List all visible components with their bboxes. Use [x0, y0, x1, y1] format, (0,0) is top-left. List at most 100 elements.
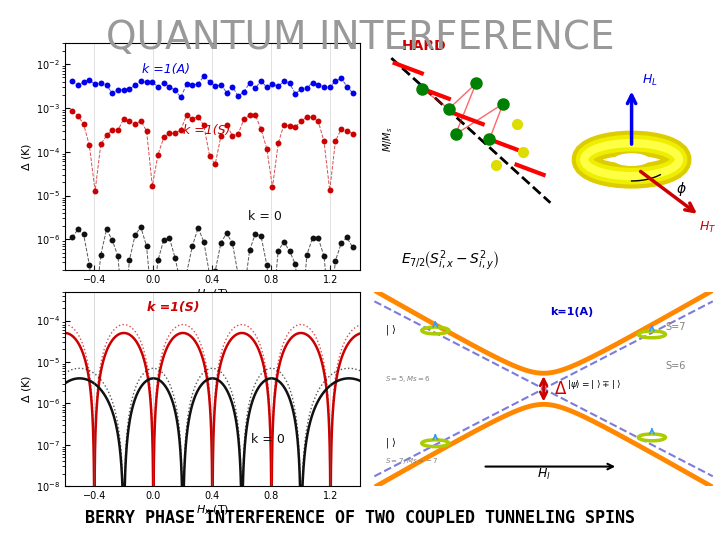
Point: [215, 131, 227, 140]
Text: $|\ \rangle$: $|\ \rangle$: [384, 436, 396, 450]
Point: [135, 77, 147, 85]
Point: [158, 78, 169, 87]
Point: [336, 125, 347, 133]
Point: [295, 117, 307, 126]
Point: [307, 113, 318, 122]
Point: [278, 238, 289, 246]
Point: [244, 79, 256, 87]
Point: [233, 130, 244, 138]
Point: [147, 78, 158, 86]
Point: [324, 83, 336, 91]
Point: [312, 234, 324, 242]
Point: [238, 289, 250, 298]
Text: k =1(S): k =1(S): [183, 124, 230, 137]
Point: [130, 120, 141, 129]
Point: [107, 125, 118, 134]
Text: QUANTUM INTERFERENCE: QUANTUM INTERFERENCE: [106, 19, 614, 57]
Y-axis label: $\Delta$ (K): $\Delta$ (K): [20, 375, 33, 403]
Point: [158, 133, 169, 142]
Point: [89, 306, 101, 314]
Point: [210, 82, 221, 91]
Point: [312, 80, 324, 89]
Point: [169, 86, 181, 94]
Text: $H_T$: $H_T$: [699, 220, 716, 235]
Point: [107, 236, 118, 245]
X-axis label: $H_x$ (T): $H_x$ (T): [196, 504, 229, 517]
Point: [141, 242, 153, 251]
Point: [289, 123, 301, 131]
Point: [233, 270, 244, 279]
Point: [272, 139, 284, 147]
Point: [141, 78, 153, 87]
Point: [330, 137, 341, 145]
Point: [112, 252, 124, 261]
Point: [72, 225, 84, 234]
Point: [221, 89, 233, 97]
Point: [266, 79, 278, 88]
Text: k = 0: k = 0: [248, 210, 282, 223]
Point: [130, 80, 141, 89]
Point: [107, 89, 118, 98]
Point: [318, 82, 330, 91]
Point: [266, 183, 278, 192]
Text: $|\ \rangle$: $|\ \rangle$: [384, 323, 396, 338]
Point: [272, 82, 284, 91]
Point: [112, 85, 124, 94]
Point: [124, 256, 135, 265]
Point: [186, 114, 198, 123]
Point: [341, 82, 353, 91]
Point: [169, 254, 181, 263]
Point: [163, 83, 175, 91]
Point: [163, 129, 175, 137]
Point: [238, 115, 250, 124]
Point: [112, 126, 124, 134]
Point: [66, 233, 78, 242]
Point: [318, 137, 330, 146]
Point: [204, 151, 215, 160]
Text: HARD: HARD: [402, 39, 446, 53]
Point: [215, 238, 227, 247]
Point: [318, 252, 330, 261]
Point: [244, 111, 256, 119]
Point: [307, 78, 318, 87]
Point: [169, 129, 181, 138]
Point: [204, 77, 215, 86]
Point: [336, 73, 347, 82]
Point: [186, 80, 198, 89]
Ellipse shape: [615, 154, 649, 165]
Point: [101, 225, 112, 234]
Point: [147, 181, 158, 190]
Point: [175, 281, 186, 289]
Point: [261, 83, 273, 92]
Point: [181, 79, 192, 88]
Text: $M/M_s$: $M/M_s$: [381, 126, 395, 152]
Point: [135, 117, 147, 125]
Y-axis label: $\Delta$ (K): $\Delta$ (K): [20, 143, 33, 171]
Point: [147, 304, 158, 313]
Point: [227, 131, 238, 140]
Point: [66, 77, 78, 86]
Point: [330, 77, 341, 86]
Point: [250, 84, 261, 93]
Point: [78, 230, 89, 239]
Point: [221, 229, 233, 238]
Point: [175, 93, 186, 102]
Point: [95, 251, 107, 259]
Point: [312, 117, 324, 126]
Point: [78, 120, 89, 129]
Point: [250, 230, 261, 238]
Point: [158, 235, 169, 244]
Point: [250, 111, 261, 119]
Point: [163, 234, 175, 242]
Point: [84, 141, 95, 150]
Point: [341, 126, 353, 135]
Point: [181, 268, 192, 277]
Point: [221, 120, 233, 129]
Point: [284, 122, 295, 131]
Point: [198, 238, 210, 246]
Point: [307, 234, 318, 242]
Point: [301, 251, 312, 259]
Text: $S=7,Ms=-7$: $S=7,Ms=-7$: [384, 456, 438, 465]
Point: [324, 186, 336, 195]
Point: [84, 260, 95, 269]
